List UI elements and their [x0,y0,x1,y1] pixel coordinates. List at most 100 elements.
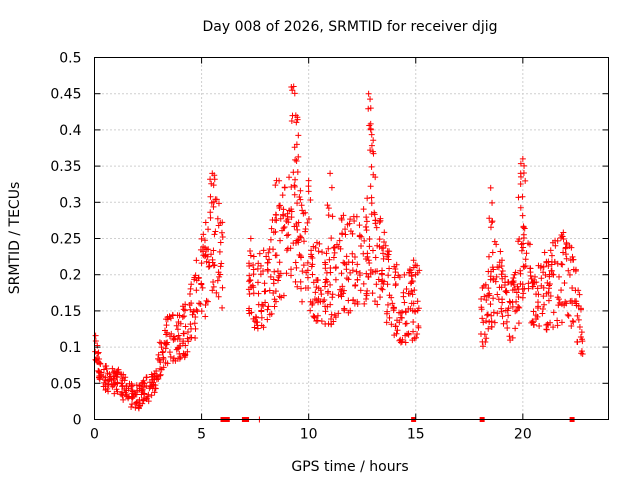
data-point [288,214,295,221]
y-tick-label: 0.05 [50,376,81,392]
data-point [479,343,486,350]
data-point [128,404,135,411]
data-point [499,296,506,303]
y-tick-label: 0.25 [50,232,81,248]
data-point [498,271,505,278]
data-point [153,376,160,383]
data-point [188,334,195,341]
data-point [113,386,120,393]
axis-ticks [94,57,609,420]
data-point [258,301,265,308]
data-point [218,260,225,267]
data-point [354,261,361,268]
data-point [536,323,543,330]
data-point [323,250,330,257]
data-point [198,308,205,315]
data-point [485,325,492,332]
data-point [503,287,510,294]
data-point [128,383,135,390]
data-point [565,312,572,319]
data-point [294,169,301,176]
data-point [396,319,403,326]
data-point [294,226,301,233]
data-point [404,330,411,337]
data-point [396,274,403,281]
data-point [331,249,338,256]
data-point [328,235,335,242]
data-point [550,271,557,278]
data-point [177,354,184,361]
grid-lines [94,57,609,420]
data-point [357,287,364,294]
data-point [187,285,194,292]
data-point [246,310,253,317]
data-point [545,263,552,270]
data-point [519,193,526,200]
data-point [491,319,498,326]
data-point [249,282,256,289]
data-point [375,276,382,283]
data-point [577,306,584,313]
data-point [105,388,112,395]
data-point [521,263,528,270]
data-point [365,90,372,97]
data-point [520,223,527,230]
data-point [393,261,400,268]
data-point [566,271,573,278]
data-point [360,280,367,287]
data-point [309,254,316,261]
data-point [569,285,576,292]
data-point [381,238,388,245]
data-point [174,312,181,319]
data-point [247,277,254,284]
data-point [517,204,524,211]
data-point [319,249,326,256]
data-point [380,250,387,257]
data-point [198,280,205,287]
data-point [485,253,492,260]
x-tick-label: 20 [514,427,532,443]
data-point [162,340,169,347]
data-point [336,237,343,244]
data-point [170,336,177,343]
data-point [159,348,166,355]
data-point [167,353,174,360]
data-point [157,371,164,378]
data-point [111,373,118,380]
data-point [520,231,527,238]
data-point [273,252,280,259]
data-point [254,265,261,272]
data-point [363,218,370,225]
data-point [292,176,299,183]
data-point [409,337,416,344]
x-tick-label: 15 [407,427,425,443]
data-point [126,393,133,400]
data-point [488,323,495,330]
data-point [410,328,417,335]
data-point [314,277,321,284]
data-point [409,291,416,298]
data-point [486,319,493,326]
data-point [352,282,359,289]
data-point [335,310,342,317]
x-tick-label: 0 [90,427,99,443]
data-point [164,360,171,367]
data-point [310,279,317,286]
data-point [258,314,265,321]
data-point [516,235,523,242]
data-point [483,296,490,303]
data-point [414,331,421,338]
data-point [246,272,253,279]
data-point [344,221,351,228]
data-point [557,234,564,241]
data-point [191,320,198,327]
data-point [566,242,573,249]
y-tick-label: 0.3 [59,195,81,211]
data-point [374,268,381,275]
data-point [529,283,536,290]
data-point [263,253,270,260]
data-point [182,323,189,330]
data-point [135,405,142,412]
data-point [315,295,322,302]
data-point [106,371,113,378]
